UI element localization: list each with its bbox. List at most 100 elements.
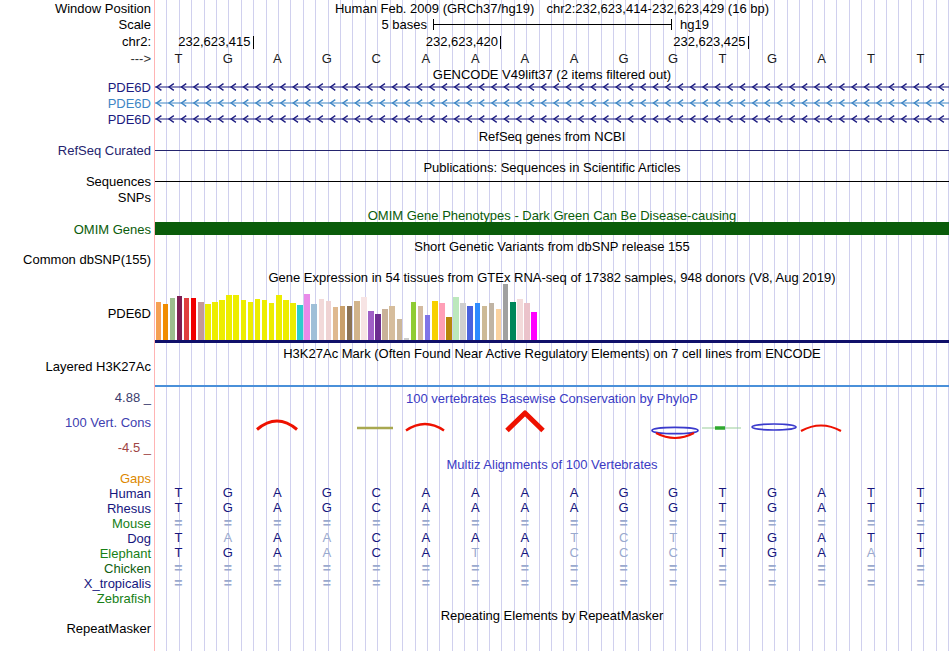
multiz-cell: = bbox=[352, 576, 401, 590]
gtex-bar bbox=[517, 299, 523, 340]
track-label-dog[interactable]: Dog bbox=[0, 531, 151, 546]
multiz-cell: = bbox=[203, 516, 252, 530]
multiz-cell: = bbox=[451, 516, 500, 530]
sequence-base: A bbox=[253, 51, 302, 66]
multiz-cell: T bbox=[648, 531, 697, 545]
omim-genes-bar[interactable] bbox=[155, 222, 949, 235]
track-label-100-vert-cons[interactable]: 100 Vert. Cons bbox=[0, 415, 151, 430]
ruler-tick bbox=[748, 36, 749, 49]
multiz-cell: = bbox=[401, 561, 450, 575]
publications-sequences-line[interactable] bbox=[155, 181, 949, 182]
multiz-cell: T bbox=[154, 486, 203, 500]
track-label--[interactable]: ---> bbox=[0, 51, 151, 66]
track-label-chr2-[interactable]: chr2: bbox=[0, 34, 151, 49]
sequence-base: A bbox=[451, 51, 500, 66]
track-label-repeatmasker[interactable]: RepeatMasker bbox=[0, 621, 151, 636]
gtex-bar bbox=[411, 302, 417, 340]
track-header-multiz[interactable]: Multiz Alignments of 100 Vertebrates bbox=[155, 457, 949, 472]
track-header-gtex[interactable]: Gene Expression in 54 tissues from GTEx … bbox=[155, 270, 949, 285]
track-label-common-dbsnp-155-[interactable]: Common dbSNP(155) bbox=[0, 252, 151, 267]
sequence-base: C bbox=[352, 51, 401, 66]
sequence-base: T bbox=[154, 51, 203, 66]
gtex-bar bbox=[191, 298, 197, 340]
track-label-pde6d[interactable]: PDE6D bbox=[0, 112, 151, 127]
multiz-cell: = bbox=[698, 516, 747, 530]
track-label-layered-h3k27ac[interactable]: Layered H3K27Ac bbox=[0, 359, 151, 374]
gtex-bar bbox=[326, 301, 332, 340]
multiz-cell: A bbox=[500, 531, 549, 545]
refseq-curated-line[interactable] bbox=[155, 150, 949, 152]
gtex-bar bbox=[205, 304, 211, 340]
track-label-zebrafish[interactable]: Zebrafish bbox=[0, 591, 151, 606]
track-label-elephant[interactable]: Elephant bbox=[0, 546, 151, 561]
multiz-cell: = bbox=[154, 561, 203, 575]
track-header-repeatmasker[interactable]: Repeating Elements by RepeatMasker bbox=[155, 608, 949, 623]
multiz-cell: = bbox=[154, 516, 203, 530]
gtex-bar bbox=[467, 306, 473, 340]
multiz-cell: = bbox=[747, 561, 796, 575]
track-header-phylop[interactable]: 100 vertebrates Basewise Conservation by… bbox=[155, 391, 949, 406]
multiz-cell: T bbox=[154, 501, 203, 515]
track-header-dbsnp[interactable]: Short Genetic Variants from dbSNP releas… bbox=[155, 239, 949, 254]
multiz-cell: = bbox=[154, 576, 203, 590]
multiz-cell: C bbox=[352, 531, 401, 545]
multiz-cell: = bbox=[401, 576, 450, 590]
track-label-snps[interactable]: SNPs bbox=[0, 190, 151, 205]
sequence-base: A bbox=[549, 51, 598, 66]
multiz-cell: T bbox=[846, 486, 895, 500]
track-label-gaps[interactable]: Gaps bbox=[0, 471, 151, 486]
multiz-cell: = bbox=[500, 576, 549, 590]
multiz-cell: = bbox=[846, 561, 895, 575]
track-label-4-88-[interactable]: 4.88 _ bbox=[0, 390, 151, 405]
track-label-pde6d[interactable]: PDE6D bbox=[0, 96, 151, 111]
track-label-human[interactable]: Human bbox=[0, 486, 151, 501]
gtex-bar bbox=[283, 300, 289, 340]
track-label--4-5-[interactable]: -4.5 _ bbox=[0, 440, 151, 455]
track-header-h3k27ac[interactable]: H3K27Ac Mark (Often Found Near Active Re… bbox=[155, 346, 949, 361]
multiz-cell: G bbox=[302, 501, 351, 515]
ruler-tick bbox=[253, 36, 254, 49]
gtex-bar bbox=[219, 300, 225, 340]
gtex-bar bbox=[375, 314, 381, 340]
track-label-mouse[interactable]: Mouse bbox=[0, 516, 151, 531]
track-header-gencode[interactable]: GENCODE V49lift37 (2 items filtered out) bbox=[155, 67, 949, 82]
gtex-bar bbox=[276, 295, 282, 340]
multiz-cell: = bbox=[549, 576, 598, 590]
track-header-publications[interactable]: Publications: Sequences in Scientific Ar… bbox=[155, 160, 949, 175]
track-label-window-position[interactable]: Window Position bbox=[0, 1, 151, 16]
gtex-bar bbox=[361, 297, 367, 340]
multiz-cell: = bbox=[797, 561, 846, 575]
track-label-pde6d[interactable]: PDE6D bbox=[0, 80, 151, 95]
gtex-bar bbox=[347, 306, 353, 340]
multiz-cell: G bbox=[747, 486, 796, 500]
multiz-cell: C bbox=[549, 546, 598, 560]
track-label-x-tropicalis[interactable]: X_tropicalis bbox=[0, 576, 151, 591]
track-header-refseq[interactable]: RefSeq genes from NCBI bbox=[155, 129, 949, 144]
track-label-rhesus[interactable]: Rhesus bbox=[0, 501, 151, 516]
scale-genome: hg19 bbox=[680, 17, 709, 32]
scale-bar bbox=[433, 24, 672, 25]
track-label-refseq-curated[interactable]: RefSeq Curated bbox=[0, 143, 151, 158]
multiz-cell: = bbox=[599, 516, 648, 530]
multiz-cell: = bbox=[302, 576, 351, 590]
gtex-bar bbox=[297, 305, 303, 340]
track-header-omim[interactable]: OMIM Gene Phenotypes - Dark Green Can Be… bbox=[155, 208, 949, 223]
gtex-bar bbox=[269, 303, 275, 340]
multiz-cell: = bbox=[698, 561, 747, 575]
h3k27ac-baseline[interactable] bbox=[155, 385, 949, 387]
track-label-omim-genes[interactable]: OMIM Genes bbox=[0, 222, 151, 237]
multiz-cell: A bbox=[846, 546, 895, 560]
track-label-scale[interactable]: Scale bbox=[0, 17, 151, 32]
gtex-bar bbox=[304, 294, 310, 340]
track-label-sequences[interactable]: Sequences bbox=[0, 174, 151, 189]
multiz-cell: = bbox=[302, 516, 351, 530]
multiz-cell: T bbox=[154, 546, 203, 560]
gtex-bar bbox=[241, 300, 247, 340]
track-label-chicken[interactable]: Chicken bbox=[0, 561, 151, 576]
gtex-bar bbox=[233, 295, 239, 340]
multiz-cell: = bbox=[451, 561, 500, 575]
ruler-tick bbox=[500, 36, 501, 49]
track-label-pde6d[interactable]: PDE6D bbox=[0, 306, 151, 321]
gtex-bar bbox=[354, 301, 360, 340]
multiz-cell: = bbox=[747, 516, 796, 530]
